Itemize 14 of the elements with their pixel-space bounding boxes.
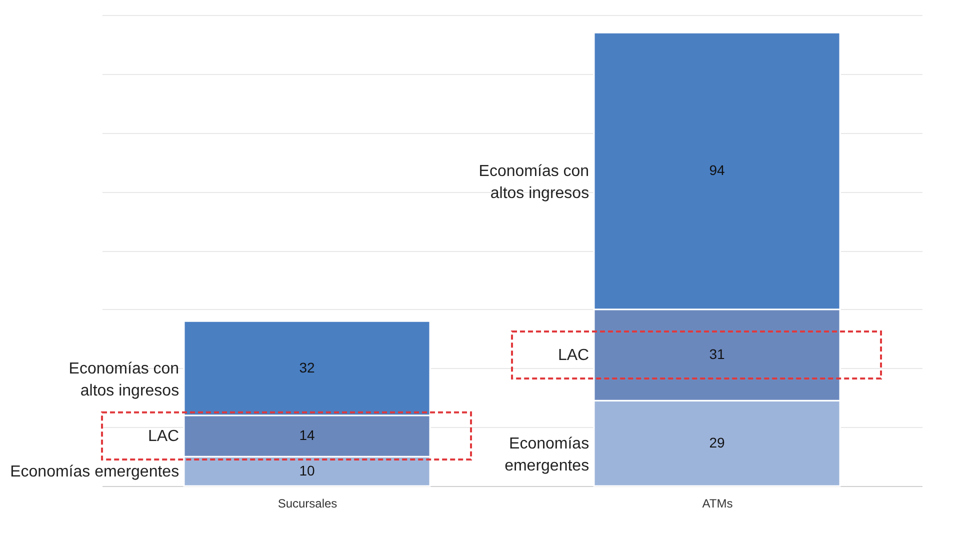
- data-label: 31: [709, 346, 725, 362]
- text: Economías con altos ingresos: [68, 360, 180, 400]
- series-label: Economías emergentes: [504, 435, 590, 474]
- series-label: LAC: [558, 347, 590, 364]
- data-label: 10: [299, 462, 315, 478]
- data-label: 29: [709, 434, 725, 450]
- x-tick-label: ATMs: [702, 496, 733, 510]
- series-label: Economías con altos ingresos: [478, 163, 590, 202]
- text: Economías emergentes: [10, 463, 180, 480]
- x-tick-label: Sucursales: [278, 496, 338, 510]
- data-label: 94: [709, 162, 725, 178]
- text: LAC: [148, 428, 180, 445]
- data-label: 32: [299, 359, 315, 376]
- data-label: 14: [299, 426, 315, 443]
